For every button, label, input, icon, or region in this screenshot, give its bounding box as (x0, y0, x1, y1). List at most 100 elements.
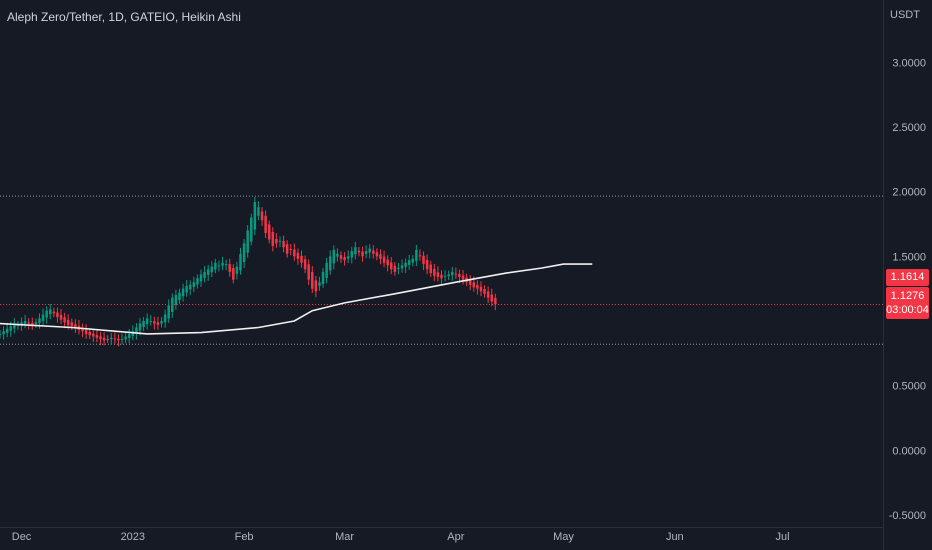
candle-78[interactable] (278, 236, 282, 248)
candle-90[interactable] (321, 267, 325, 288)
candle-14[interactable] (48, 303, 52, 320)
candle-51[interactable] (181, 283, 185, 302)
candle-98[interactable] (350, 246, 354, 264)
candle-18[interactable] (63, 312, 66, 329)
candle-57[interactable] (203, 265, 206, 283)
candle-41[interactable] (145, 313, 149, 330)
candle-86[interactable] (307, 259, 310, 286)
candle-35[interactable] (124, 332, 127, 344)
candle-59[interactable] (210, 261, 214, 277)
candle-61[interactable] (217, 260, 221, 272)
candle-85[interactable] (303, 255, 307, 274)
candle-5[interactable] (16, 321, 20, 330)
candle-21[interactable] (74, 319, 77, 333)
candle-134[interactable] (479, 281, 483, 297)
candle-124[interactable] (443, 270, 447, 282)
candle-38[interactable] (135, 323, 138, 340)
candle-4[interactable] (13, 318, 16, 334)
candle-114[interactable] (407, 254, 411, 270)
candle-103[interactable] (368, 244, 371, 259)
candle-10[interactable] (34, 318, 38, 328)
candle-50[interactable] (178, 288, 181, 304)
candle-29[interactable] (102, 332, 106, 346)
candle-62[interactable] (221, 256, 224, 271)
candle-36[interactable] (127, 329, 131, 344)
candle-45[interactable] (160, 317, 163, 328)
candle-63[interactable] (224, 259, 228, 271)
candle-88[interactable] (314, 275, 318, 298)
candle-113[interactable] (404, 258, 407, 273)
candle-122[interactable] (436, 266, 440, 282)
candle-66[interactable] (235, 261, 239, 280)
candle-64[interactable] (228, 258, 231, 277)
candle-112[interactable] (400, 259, 404, 273)
candle-74[interactable] (264, 210, 267, 238)
candle-95[interactable] (339, 251, 343, 263)
candle-53[interactable] (188, 280, 192, 296)
candle-0[interactable] (0, 330, 2, 339)
candle-92[interactable] (328, 250, 332, 275)
candle-135[interactable] (483, 285, 486, 298)
candle-117[interactable] (418, 249, 422, 261)
candle-89[interactable] (318, 276, 321, 291)
candle-46[interactable] (163, 309, 167, 328)
candle-71[interactable] (253, 197, 257, 235)
candle-17[interactable] (59, 308, 63, 325)
candle-110[interactable] (393, 262, 397, 276)
candle-77[interactable] (275, 233, 278, 248)
candle-23[interactable] (81, 323, 84, 338)
candle-65[interactable] (232, 264, 235, 284)
candle-47[interactable] (167, 299, 170, 323)
candle-48[interactable] (171, 293, 174, 318)
candle-28[interactable] (99, 332, 102, 346)
candle-115[interactable] (411, 255, 415, 267)
candle-123[interactable] (440, 270, 443, 285)
candle-120[interactable] (429, 260, 432, 278)
candle-44[interactable] (156, 316, 160, 330)
candle-75[interactable] (267, 220, 271, 244)
candle-129[interactable] (461, 270, 465, 285)
candle-27[interactable] (95, 329, 99, 343)
candle-136[interactable] (486, 286, 490, 304)
candle-26[interactable] (92, 328, 95, 342)
candle-32[interactable] (113, 332, 117, 344)
candle-84[interactable] (300, 250, 303, 268)
candle-34[interactable] (120, 333, 124, 345)
candle-100[interactable] (357, 246, 361, 257)
candle-81[interactable] (289, 244, 293, 256)
candle-104[interactable] (372, 245, 375, 259)
candle-126[interactable] (451, 266, 454, 281)
candle-70[interactable] (250, 213, 253, 246)
candle-15[interactable] (52, 307, 56, 318)
candle-22[interactable] (77, 319, 81, 335)
candle-55[interactable] (196, 274, 199, 289)
candle-105[interactable] (375, 248, 379, 261)
candle-13[interactable] (45, 306, 48, 324)
candle-69[interactable] (246, 225, 249, 258)
candle-43[interactable] (153, 316, 156, 330)
candle-60[interactable] (214, 258, 217, 274)
candle-118[interactable] (422, 251, 425, 271)
candle-73[interactable] (260, 207, 264, 227)
candle-119[interactable] (425, 254, 429, 275)
candle-131[interactable] (468, 274, 472, 291)
candle-9[interactable] (31, 317, 34, 330)
candle-1[interactable] (2, 326, 5, 340)
candle-33[interactable] (117, 334, 120, 347)
candle-133[interactable] (476, 280, 479, 295)
candle-56[interactable] (199, 269, 203, 287)
candle-7[interactable] (23, 315, 27, 329)
candle-127[interactable] (454, 267, 458, 279)
candle-8[interactable] (27, 318, 30, 330)
candle-111[interactable] (397, 263, 400, 275)
candle-2[interactable] (5, 322, 9, 338)
candle-42[interactable] (149, 315, 153, 326)
candle-94[interactable] (336, 248, 339, 262)
candle-91[interactable] (325, 257, 328, 284)
candle-93[interactable] (332, 245, 336, 270)
candle-116[interactable] (415, 244, 418, 267)
candle-72[interactable] (257, 201, 260, 221)
candle-12[interactable] (41, 308, 45, 326)
candle-106[interactable] (379, 249, 382, 265)
